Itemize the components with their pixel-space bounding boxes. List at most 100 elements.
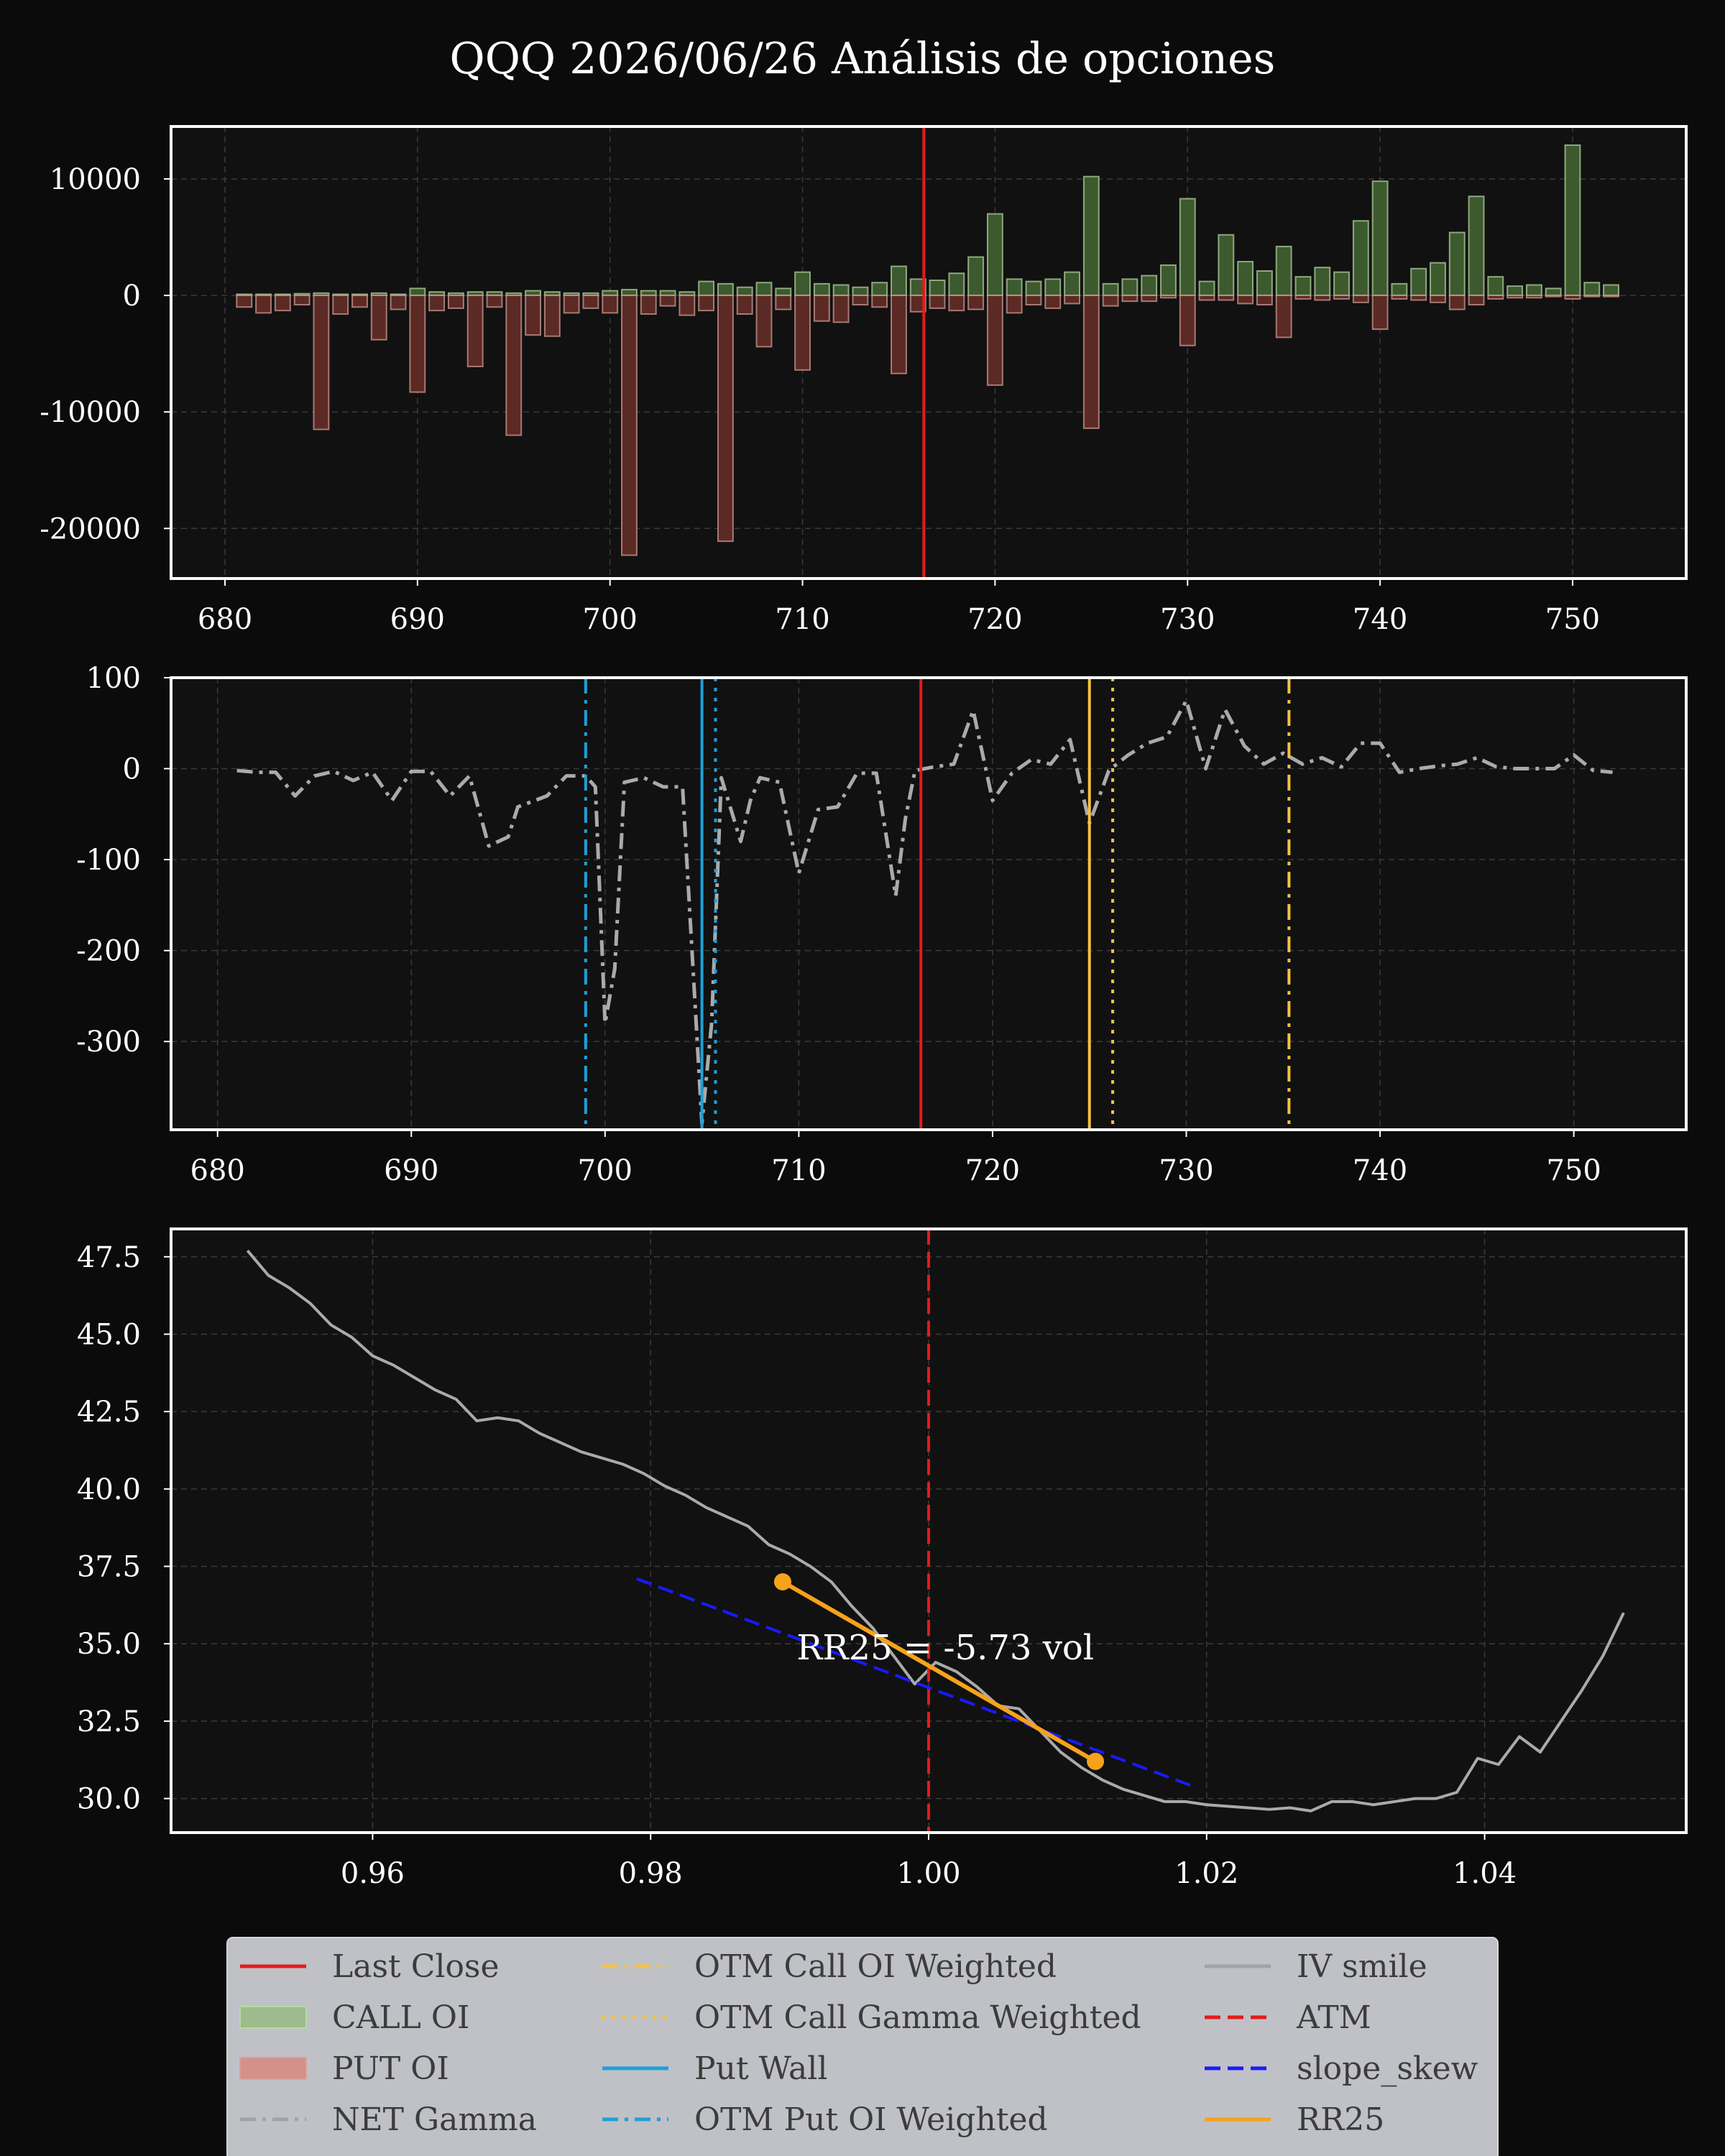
x-tick-label: 1.02 bbox=[1174, 1857, 1238, 1890]
put-oi-bar bbox=[852, 295, 869, 306]
put-oi-bar bbox=[813, 295, 830, 322]
y-tick-label: -20000 bbox=[40, 512, 141, 545]
call-oi-bar bbox=[717, 282, 734, 297]
put-oi-bar bbox=[486, 295, 503, 308]
put-oi-bar bbox=[1275, 295, 1292, 338]
y-tick-label: 47.5 bbox=[77, 1241, 141, 1274]
legend-swatch bbox=[239, 2006, 307, 2029]
panel-open-interest: 680 690 700 710 720 730 740 750 10000 0 -10000 -200… bbox=[40, 125, 1688, 636]
call-oi-bar bbox=[736, 286, 753, 297]
put-oi-bar bbox=[525, 295, 542, 336]
call-oi-bar bbox=[621, 288, 638, 297]
legend-label: slope_skew bbox=[1297, 2050, 1478, 2087]
call-oi-bar bbox=[1410, 267, 1427, 297]
x-tick-label: 710 bbox=[771, 1154, 826, 1187]
call-oi-bar bbox=[813, 282, 830, 297]
plot-content bbox=[236, 678, 1613, 1130]
call-oi-bar bbox=[1525, 284, 1542, 297]
legend-label: ATM bbox=[1296, 1999, 1371, 2036]
put-oi-bar bbox=[1333, 295, 1350, 300]
put-oi-bar bbox=[1506, 295, 1524, 299]
call-oi-bar bbox=[1583, 282, 1601, 297]
x-tick-label: 730 bbox=[1160, 603, 1215, 636]
put-oi-bar bbox=[1294, 295, 1312, 300]
net-gamma-line bbox=[236, 699, 1613, 1125]
y-tick-label: 37.5 bbox=[77, 1551, 141, 1584]
panel-net-gamma: 680 690 700 710 720 730 740 750 100 0 -100 -200 -300 bbox=[76, 662, 1688, 1187]
x-tick-label: 740 bbox=[1353, 603, 1407, 636]
put-oi-bar bbox=[717, 295, 734, 543]
put-oi-bar bbox=[1371, 295, 1389, 331]
y-tick-label: 0 bbox=[123, 753, 141, 786]
put-oi-bar bbox=[1179, 295, 1196, 346]
plot-content bbox=[236, 126, 1619, 579]
put-oi-bar bbox=[891, 295, 907, 374]
y-tick-label: 45.0 bbox=[77, 1318, 141, 1351]
put-oi-bar bbox=[659, 295, 676, 307]
call-oi-bar bbox=[1006, 278, 1023, 297]
put-oi-bar bbox=[929, 295, 946, 309]
put-oi-bar bbox=[351, 295, 368, 308]
put-oi-bar bbox=[1198, 295, 1215, 301]
call-oi-bar bbox=[1371, 180, 1389, 297]
put-oi-bar bbox=[678, 295, 696, 316]
rr25-line bbox=[781, 1580, 1097, 1764]
call-oi-bar bbox=[1256, 270, 1273, 297]
call-oi-bar bbox=[986, 213, 1003, 297]
put-oi-bar bbox=[1410, 295, 1427, 301]
call-oi-bar bbox=[409, 287, 426, 297]
put-oi-bar bbox=[563, 295, 580, 314]
put-oi-bar bbox=[1583, 295, 1601, 298]
plot-content: RR25 = -5.73 vol bbox=[246, 1229, 1625, 1833]
axes-frame bbox=[170, 125, 1688, 580]
legend-item-atm: ATM bbox=[1205, 1999, 1371, 2036]
put-oi-bar bbox=[698, 295, 715, 312]
call-oi-bar bbox=[1275, 245, 1292, 297]
put-oi-bar bbox=[1603, 295, 1619, 298]
x-tick-label: 0.96 bbox=[341, 1857, 405, 1890]
call-oi-bar bbox=[1179, 198, 1196, 297]
y-tick-label: 32.5 bbox=[77, 1705, 141, 1738]
rr25-point bbox=[1087, 1752, 1105, 1770]
y-tick-label: -10000 bbox=[40, 396, 141, 429]
put-oi-bar bbox=[1545, 295, 1562, 298]
legend-item-put-wall: Put Wall bbox=[602, 2050, 827, 2087]
x-tick-label: 720 bbox=[967, 603, 1022, 636]
call-oi-bar bbox=[1198, 280, 1215, 297]
x-tick-label: 1.00 bbox=[896, 1857, 960, 1890]
call-oi-bar bbox=[1487, 276, 1504, 297]
put-oi-bar bbox=[332, 295, 349, 315]
x-tick-label: 710 bbox=[775, 603, 829, 636]
x-tick-label: 0.98 bbox=[619, 1857, 683, 1890]
legend-item-rr25: RR25 bbox=[1205, 2101, 1384, 2138]
call-oi-bar bbox=[1064, 271, 1080, 297]
x-tick-label: 750 bbox=[1546, 1154, 1601, 1187]
x-tick-label: 680 bbox=[190, 1154, 245, 1187]
put-oi-bar bbox=[736, 295, 753, 315]
call-oi-bar bbox=[1506, 285, 1524, 297]
legend-item-otm-call-gamma-weighted: OTM Call Gamma Weighted bbox=[602, 1999, 1141, 2036]
put-oi-bar bbox=[1237, 295, 1254, 305]
legend-label: Last Close bbox=[332, 1948, 500, 1985]
put-oi-bar bbox=[1064, 295, 1080, 305]
put-oi-bar bbox=[1082, 295, 1100, 429]
call-oi-bar bbox=[1545, 287, 1562, 297]
call-oi-bar bbox=[794, 271, 811, 297]
call-oi-bar bbox=[1314, 267, 1331, 297]
call-oi-bar bbox=[1468, 195, 1485, 297]
put-oi-bar bbox=[948, 295, 965, 312]
put-oi-bar bbox=[871, 295, 888, 308]
call-oi-bar bbox=[1082, 175, 1100, 297]
call-oi-bar bbox=[871, 282, 888, 297]
call-oi-bar bbox=[1237, 261, 1254, 297]
x-tick-label: 700 bbox=[578, 1154, 632, 1187]
iv-smile-line bbox=[246, 1249, 1625, 1812]
y-tick-label: 42.5 bbox=[77, 1396, 141, 1429]
legend-label: IV smile bbox=[1297, 1948, 1427, 1985]
put-oi-bar bbox=[986, 295, 1003, 386]
y-tick-label: 100 bbox=[86, 662, 141, 695]
y-tick-label: -300 bbox=[76, 1026, 141, 1059]
put-oi-bar bbox=[1256, 295, 1273, 306]
call-oi-bar bbox=[1160, 264, 1177, 297]
